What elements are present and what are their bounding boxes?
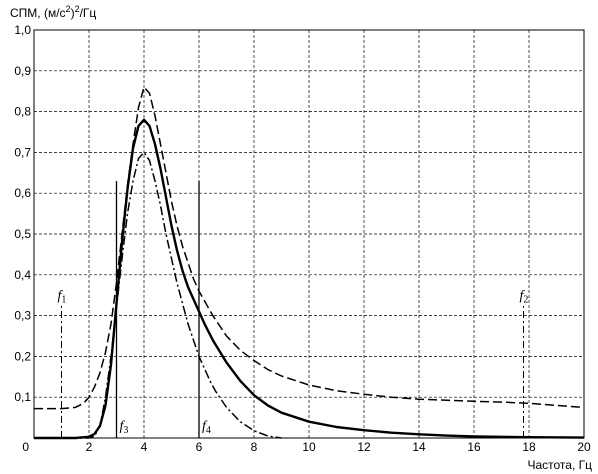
y-tick-label: 0,5 bbox=[14, 227, 31, 241]
plot-frame bbox=[33, 29, 585, 439]
marker-label-sub: 2 bbox=[523, 294, 528, 305]
y-tick-label: 0,4 bbox=[14, 268, 31, 282]
marker-label-sub: 4 bbox=[206, 425, 211, 436]
y-tick-label: 1,0 bbox=[14, 23, 31, 37]
x-tick-label: 12 bbox=[357, 440, 371, 454]
y-tick-label: 0,9 bbox=[14, 64, 31, 78]
y-axis-title-sup: 2 bbox=[66, 4, 71, 14]
marker-label-f4: f4 bbox=[202, 419, 211, 436]
marker-label-f1: f1 bbox=[58, 288, 67, 305]
y-axis-title-tail: /Гц bbox=[80, 6, 97, 20]
marker-label-sub: 1 bbox=[61, 294, 66, 305]
series-lines bbox=[34, 86, 585, 440]
x-tick-label: 18 bbox=[522, 440, 536, 454]
x-axis-title: Частота, Гц bbox=[527, 458, 592, 472]
y-tick-label: 0,8 bbox=[14, 105, 31, 119]
x-tick-label: 0 bbox=[22, 440, 29, 454]
x-tick-label: 14 bbox=[412, 440, 426, 454]
x-tick-label: 8 bbox=[251, 440, 258, 454]
y-tick-label: 0,3 bbox=[14, 309, 31, 323]
y-tick-label: 0,6 bbox=[14, 186, 31, 200]
y-axis-title-suffix: ) bbox=[71, 6, 75, 20]
x-tick-label: 16 bbox=[467, 440, 481, 454]
y-tick-label: 0,2 bbox=[14, 349, 31, 363]
x-tick-labels: 0 2 4 6 8 10 12 14 16 18 20 bbox=[22, 440, 591, 454]
frequency-markers: f1 f2 f3 f4 bbox=[58, 180, 529, 438]
y-tick-label: 0,1 bbox=[14, 390, 31, 404]
y-tick-label: 0,7 bbox=[14, 145, 31, 159]
marker-label-f3: f3 bbox=[120, 419, 129, 436]
marker-label-sub: 3 bbox=[123, 425, 128, 436]
marker-label-f2: f2 bbox=[520, 288, 529, 305]
y-axis-title: СПМ, (м/с2)2/Гц bbox=[10, 4, 96, 20]
y-axis-title-prefix: СПМ, (м/с bbox=[10, 6, 66, 20]
grid bbox=[34, 30, 584, 438]
series-line-dashdot bbox=[34, 151, 282, 439]
y-axis-title-sup2: 2 bbox=[75, 4, 80, 14]
series-line-dashed bbox=[34, 86, 585, 410]
x-tick-label: 4 bbox=[141, 440, 148, 454]
x-tick-label: 10 bbox=[302, 440, 316, 454]
x-tick-label: 6 bbox=[196, 440, 203, 454]
y-tick-labels: 0,1 0,2 0,3 0,4 0,5 0,6 0,7 0,8 0,9 1,0 bbox=[14, 23, 31, 404]
x-tick-label: 20 bbox=[577, 440, 591, 454]
x-tick-label: 2 bbox=[86, 440, 93, 454]
